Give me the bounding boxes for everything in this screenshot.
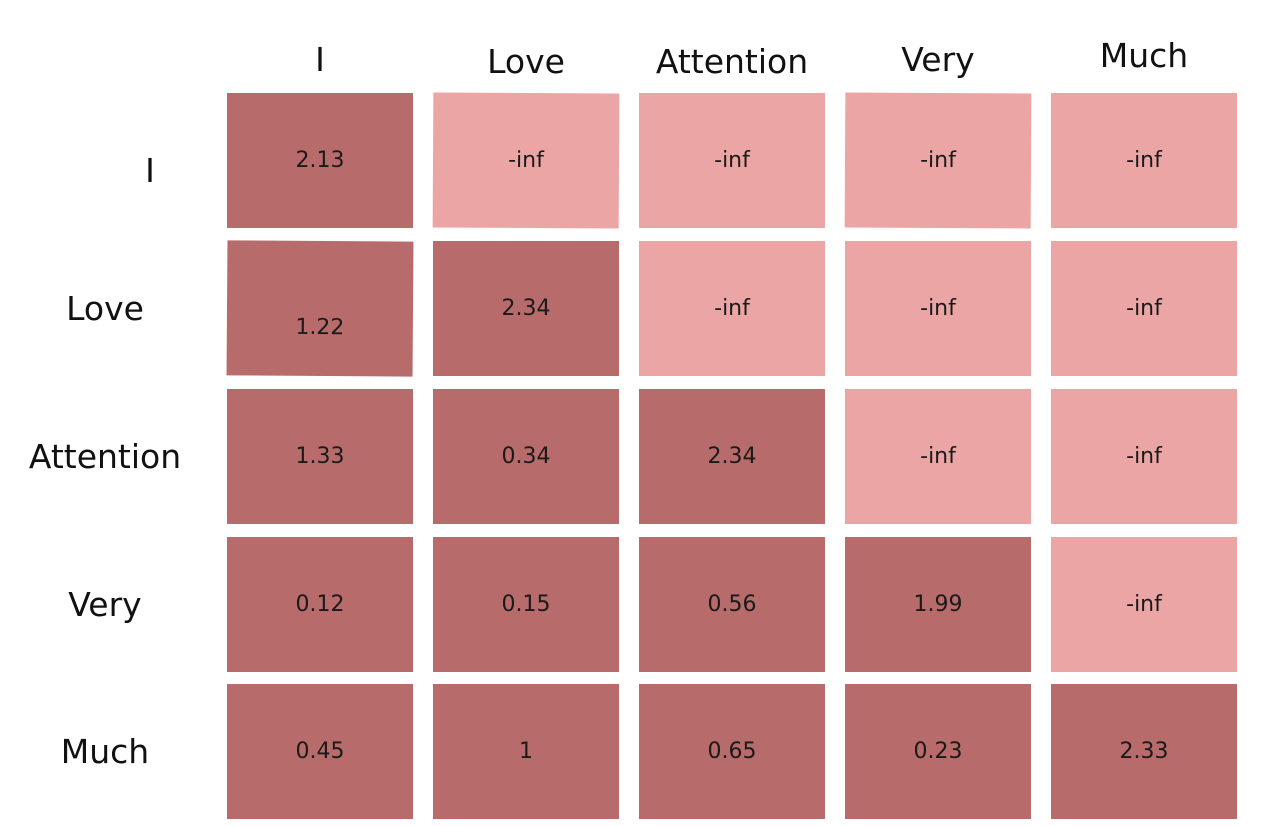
matrix-cell: 2.13 bbox=[227, 93, 413, 228]
matrix-cell: -inf bbox=[1051, 93, 1237, 228]
column-header: Very bbox=[901, 40, 975, 79]
matrix-cell: 0.65 bbox=[639, 684, 825, 819]
matrix-cell: -inf bbox=[432, 92, 620, 229]
matrix-cell: -inf bbox=[845, 389, 1031, 524]
matrix-cell: -inf bbox=[1051, 241, 1237, 376]
matrix-cell: 0.15 bbox=[433, 537, 619, 672]
row-header: Very bbox=[68, 584, 142, 624]
matrix-cell: 1.22 bbox=[226, 240, 414, 377]
row-header: I bbox=[145, 150, 155, 190]
column-header: Love bbox=[487, 42, 565, 81]
row-header: Love bbox=[66, 288, 144, 328]
column-header: I bbox=[315, 40, 325, 79]
matrix-cell: -inf bbox=[1051, 537, 1237, 672]
matrix-cell: -inf bbox=[639, 93, 825, 228]
column-header: Attention bbox=[655, 42, 809, 81]
matrix-cell: 0.56 bbox=[639, 537, 825, 672]
matrix-cell: -inf bbox=[844, 92, 1032, 229]
matrix-cell: 0.23 bbox=[845, 684, 1031, 819]
matrix-cell: 0.34 bbox=[433, 389, 619, 524]
matrix-cell: 2.34 bbox=[433, 241, 619, 376]
matrix-cell: 0.12 bbox=[227, 537, 413, 672]
column-header: Much bbox=[1099, 36, 1189, 75]
matrix-cell: -inf bbox=[845, 241, 1031, 376]
matrix-cell: 0.45 bbox=[227, 684, 413, 819]
matrix-cell: 2.34 bbox=[639, 389, 825, 524]
matrix-cell: -inf bbox=[639, 241, 825, 376]
matrix-cell: 1 bbox=[433, 684, 619, 819]
matrix-cell: 2.33 bbox=[1051, 684, 1237, 819]
matrix-cell: -inf bbox=[1051, 389, 1237, 524]
matrix-cell: 1.99 bbox=[845, 537, 1031, 672]
matrix-cell: 1.33 bbox=[227, 389, 413, 524]
row-header: Attention bbox=[28, 436, 182, 476]
row-header: Much bbox=[60, 731, 150, 771]
